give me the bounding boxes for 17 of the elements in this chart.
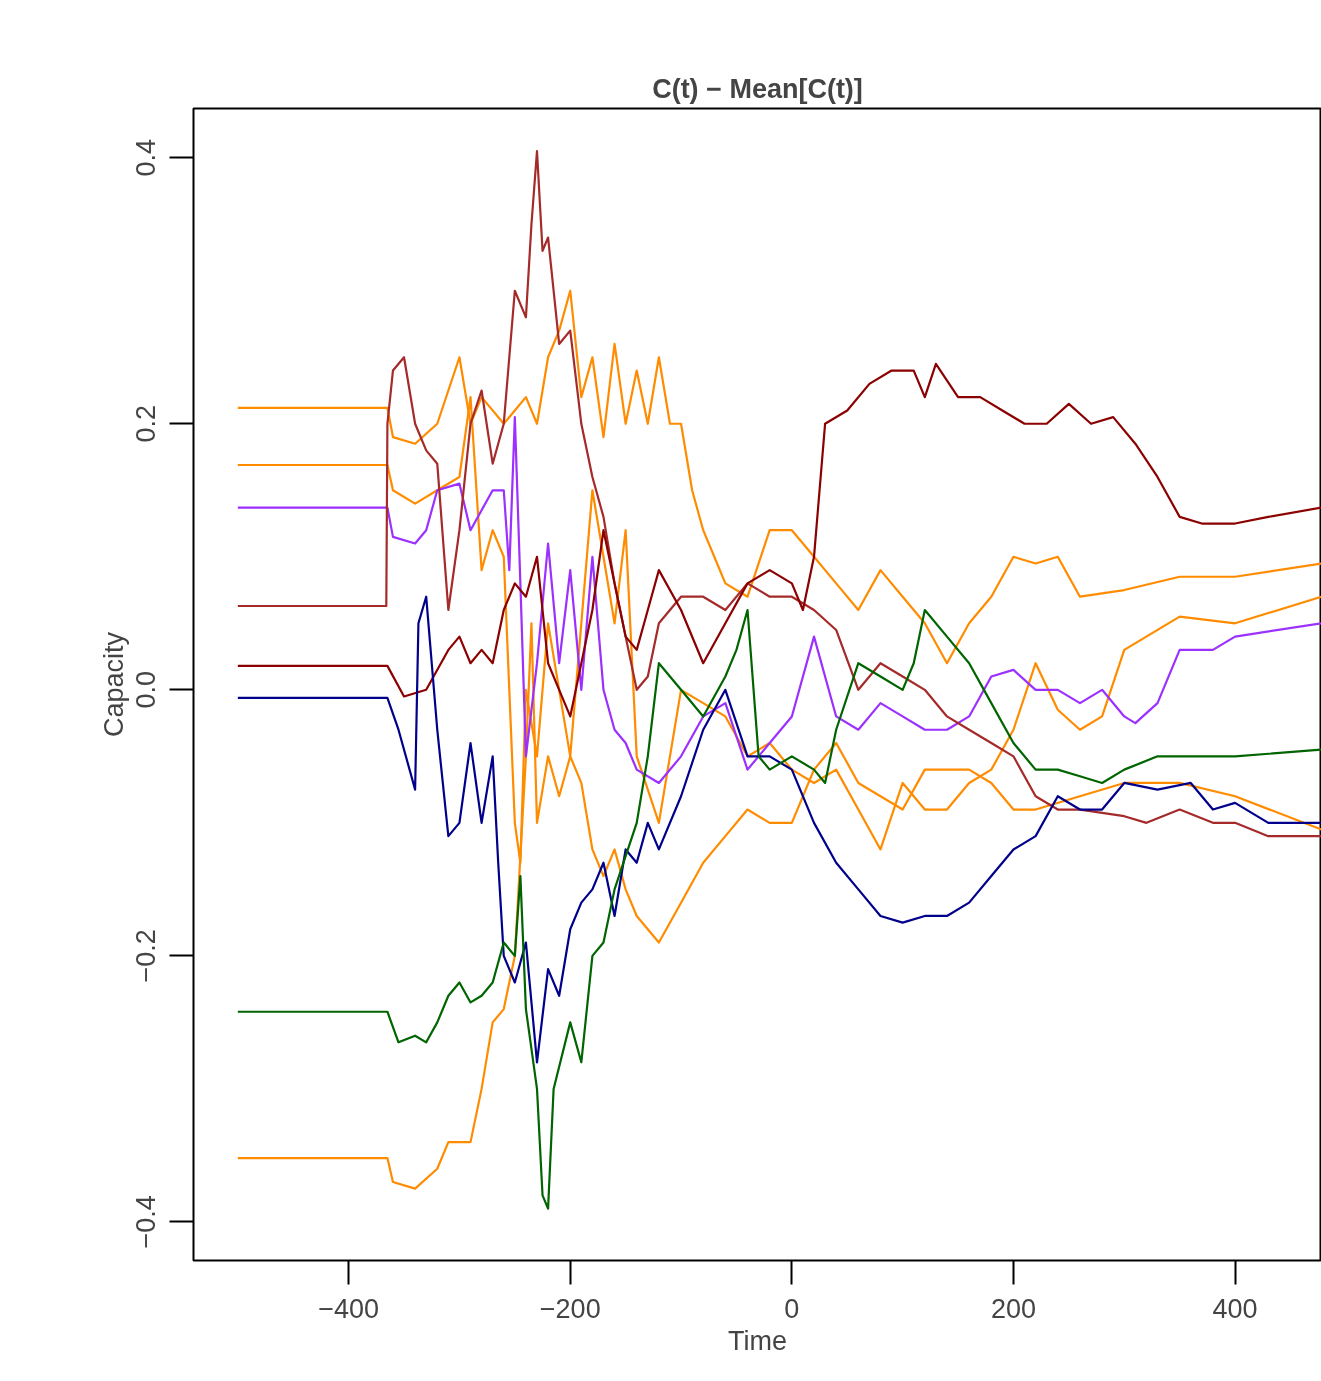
- x-axis-title: Time: [728, 1325, 787, 1356]
- y-axis-title: Capacity: [98, 631, 129, 738]
- x-tick-label: −400: [318, 1293, 380, 1324]
- line-series: [236, 416, 1321, 785]
- chart-title: C(t) − Mean[C(t)]: [652, 73, 863, 104]
- y-tick-label: 0.4: [131, 138, 162, 177]
- x-tick-label: 400: [1212, 1293, 1258, 1324]
- y-tick-label: 0.0: [131, 671, 162, 709]
- y-tick-label: −0.4: [131, 1195, 162, 1249]
- y-tick-label: −0.2: [131, 929, 162, 983]
- x-tick-label: 0: [784, 1293, 800, 1324]
- line-series: [236, 595, 1321, 1064]
- x-tick-label: −200: [539, 1293, 601, 1324]
- line-series: [236, 362, 1321, 718]
- x-tick-label: 200: [990, 1293, 1036, 1324]
- y-tick-label: 0.2: [131, 404, 162, 443]
- line-series: [236, 149, 1321, 838]
